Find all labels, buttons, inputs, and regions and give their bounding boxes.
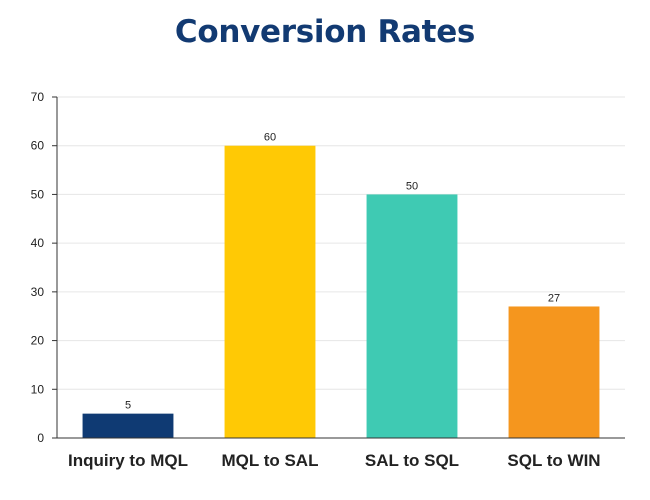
x-tick-label: Inquiry to MQL — [68, 451, 188, 470]
data-label: 27 — [548, 292, 560, 304]
data-label: 5 — [125, 400, 131, 412]
bar — [82, 413, 174, 438]
y-tick-label: 0 — [37, 431, 44, 445]
y-tick-label: 60 — [31, 139, 45, 153]
y-tick-label: 70 — [31, 90, 45, 104]
y-tick-label: 40 — [31, 236, 45, 250]
x-tick-label: MQL to SAL — [222, 451, 319, 470]
y-tick-label: 50 — [31, 187, 45, 201]
y-tick-label: 10 — [31, 382, 45, 396]
data-label: 60 — [264, 132, 276, 144]
bar — [366, 194, 458, 438]
bar — [224, 145, 316, 438]
chart-title: Conversion Rates — [174, 14, 476, 50]
data-label: 50 — [406, 180, 418, 192]
bar — [508, 306, 600, 438]
x-tick-label: SQL to WIN — [507, 451, 600, 470]
y-tick-label: 30 — [31, 285, 45, 299]
y-tick-label: 20 — [31, 334, 45, 348]
x-tick-label: SAL to SQL — [365, 451, 459, 470]
